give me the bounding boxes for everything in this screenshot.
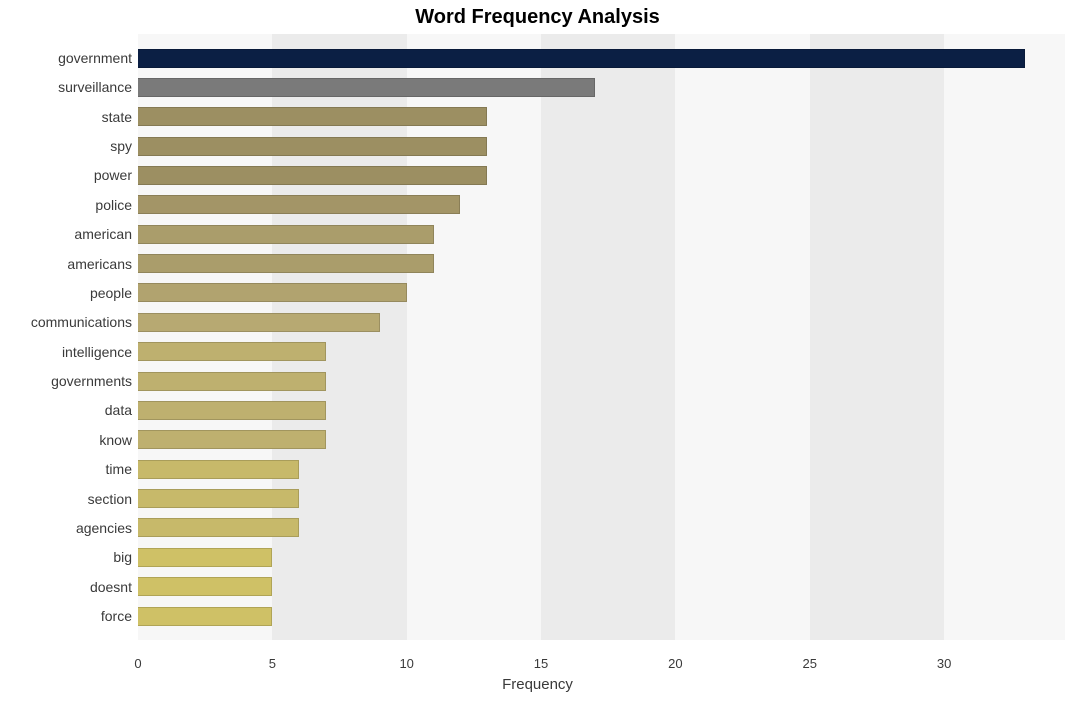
bar: [138, 107, 487, 126]
x-axis-tick: 10: [399, 656, 413, 671]
y-axis-label: spy: [110, 138, 132, 154]
y-axis-label: data: [105, 402, 132, 418]
bar: [138, 137, 487, 156]
bar-row: [138, 107, 1065, 126]
plot-area: [138, 34, 1065, 640]
bar: [138, 78, 595, 97]
bar: [138, 372, 326, 391]
bar-row: [138, 548, 1065, 567]
y-axis-label: governments: [51, 373, 132, 389]
bar: [138, 401, 326, 420]
y-axis-labels: government surveillance state spy power polic…: [0, 34, 138, 640]
bar-row: [138, 372, 1065, 391]
x-axis-tick: 5: [269, 656, 276, 671]
y-axis-label: power: [94, 167, 132, 183]
bar-row: [138, 137, 1065, 156]
y-axis-label: americans: [67, 256, 132, 272]
bar: [138, 254, 434, 273]
bar: [138, 166, 487, 185]
x-axis-tick: 20: [668, 656, 682, 671]
x-axis-tick: 30: [937, 656, 951, 671]
bars-group: [138, 34, 1065, 640]
bar-row: [138, 430, 1065, 449]
bar-row: [138, 225, 1065, 244]
y-axis-label: intelligence: [62, 344, 132, 360]
bar: [138, 283, 407, 302]
y-axis-label: state: [102, 109, 132, 125]
bar: [138, 518, 299, 537]
bar: [138, 225, 434, 244]
bar: [138, 548, 272, 567]
y-axis-label: time: [106, 461, 132, 477]
y-axis-label: agencies: [76, 520, 132, 536]
y-axis-label: people: [90, 285, 132, 301]
y-axis-label: big: [113, 549, 132, 565]
bar-row: [138, 49, 1065, 68]
bar-row: [138, 460, 1065, 479]
bar-row: [138, 313, 1065, 332]
bar-row: [138, 489, 1065, 508]
x-axis-label: Frequency: [0, 676, 1075, 693]
x-axis-tick: 0: [134, 656, 141, 671]
bar: [138, 607, 272, 626]
bar-row: [138, 342, 1065, 361]
bar-row: [138, 401, 1065, 420]
bar-row: [138, 166, 1065, 185]
bar: [138, 489, 299, 508]
bar-row: [138, 195, 1065, 214]
bar: [138, 342, 326, 361]
bar: [138, 430, 326, 449]
y-axis-label: force: [101, 608, 132, 624]
y-axis-label: surveillance: [58, 79, 132, 95]
bar: [138, 577, 272, 596]
y-axis-label: government: [58, 50, 132, 66]
bar-row: [138, 518, 1065, 537]
y-axis-label: know: [99, 432, 132, 448]
bar: [138, 49, 1025, 68]
bar: [138, 195, 460, 214]
bar-row: [138, 577, 1065, 596]
y-axis-label: section: [88, 491, 132, 507]
y-axis-label: police: [95, 197, 132, 213]
y-axis-label: communications: [31, 314, 132, 330]
chart-title: Word Frequency Analysis: [0, 6, 1075, 29]
x-axis-tick: 15: [534, 656, 548, 671]
bar: [138, 460, 299, 479]
bar-row: [138, 283, 1065, 302]
x-axis-tick: 25: [803, 656, 817, 671]
y-axis-label: doesnt: [90, 579, 132, 595]
bar: [138, 313, 380, 332]
chart-container: Word Frequency Analysis government survei…: [0, 0, 1075, 701]
y-axis-label: american: [74, 226, 132, 242]
bar-row: [138, 607, 1065, 626]
bar-row: [138, 254, 1065, 273]
bar-row: [138, 78, 1065, 97]
